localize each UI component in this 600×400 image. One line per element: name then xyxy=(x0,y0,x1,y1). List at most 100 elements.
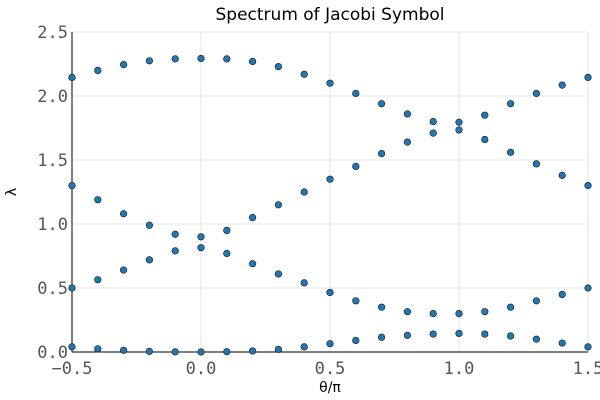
x-axis-label: θ/π xyxy=(319,380,341,396)
data-point xyxy=(145,347,153,355)
data-point xyxy=(223,55,231,63)
data-point xyxy=(378,303,386,311)
data-point xyxy=(171,247,179,255)
data-point xyxy=(326,79,334,87)
axes xyxy=(71,32,588,353)
data-point xyxy=(119,266,128,274)
data-point xyxy=(300,279,308,287)
y-tick-label: 0.5 xyxy=(37,279,68,299)
data-point xyxy=(197,244,205,252)
x-tick-label: 1.0 xyxy=(444,359,475,379)
data-point xyxy=(300,188,308,196)
data-point xyxy=(68,284,76,292)
data-point xyxy=(429,330,437,338)
data-point xyxy=(300,343,308,351)
data-point xyxy=(378,333,386,341)
data-point xyxy=(403,138,412,146)
data-point xyxy=(429,129,437,137)
data-point xyxy=(119,346,128,354)
data-point xyxy=(455,126,463,134)
data-point xyxy=(197,233,205,241)
x-tick-label: 0.0 xyxy=(186,359,217,379)
chart-title: Spectrum of Jacobi Symbol xyxy=(216,5,445,25)
data-point xyxy=(326,340,334,348)
data-point xyxy=(94,345,102,353)
data-point xyxy=(249,214,257,222)
data-point xyxy=(223,348,231,356)
data-point xyxy=(481,111,489,119)
data-point xyxy=(171,55,179,63)
data-point xyxy=(300,70,308,78)
data-point xyxy=(223,249,231,258)
data-point xyxy=(532,160,541,168)
data-point xyxy=(223,226,231,234)
data-point xyxy=(507,148,515,156)
data-point xyxy=(481,135,489,144)
data-point xyxy=(145,57,153,65)
x-tick-label: −0.5 xyxy=(52,359,93,379)
y-tick-label: 1.0 xyxy=(37,215,68,235)
y-tick-label: 2.0 xyxy=(37,87,68,107)
data-point xyxy=(94,66,102,74)
data-point xyxy=(481,308,489,316)
data-point xyxy=(403,308,412,316)
y-tick-label: 2.5 xyxy=(37,23,68,43)
data-point xyxy=(429,117,437,126)
data-point xyxy=(584,182,592,190)
data-point xyxy=(455,310,463,318)
data-point xyxy=(197,348,205,356)
data-points xyxy=(68,54,592,356)
data-point xyxy=(558,81,566,89)
data-point xyxy=(378,100,386,108)
data-point xyxy=(352,336,360,345)
data-point xyxy=(532,335,541,343)
data-point xyxy=(274,201,283,209)
data-point xyxy=(94,196,102,204)
data-point xyxy=(455,118,463,126)
data-point xyxy=(171,230,179,238)
data-point xyxy=(274,62,283,71)
data-point xyxy=(197,54,205,63)
tick-labels: −0.5 0.0 0.5 1.0 1.50.00.51.01.52.02.5 xyxy=(37,23,600,379)
data-point xyxy=(558,290,566,299)
data-point xyxy=(429,310,437,318)
data-point xyxy=(352,162,360,170)
data-point xyxy=(249,57,257,66)
data-point xyxy=(249,347,257,355)
data-point xyxy=(378,150,386,158)
data-point xyxy=(352,89,360,98)
y-axis-label: λ xyxy=(4,188,20,196)
x-tick-label: 0.5 xyxy=(315,359,346,379)
y-tick-label: 0.0 xyxy=(37,343,68,363)
data-point xyxy=(584,284,592,292)
y-tick-label: 1.5 xyxy=(37,151,68,171)
data-point xyxy=(584,343,592,351)
data-point xyxy=(403,331,412,339)
data-point xyxy=(274,345,283,354)
data-point xyxy=(352,297,360,305)
data-point xyxy=(94,276,102,284)
data-point xyxy=(507,303,515,311)
data-point xyxy=(145,256,153,264)
data-point xyxy=(532,89,541,98)
data-point xyxy=(119,210,128,218)
data-point xyxy=(507,332,515,340)
data-point xyxy=(145,221,153,229)
data-point xyxy=(171,348,179,356)
data-point xyxy=(532,297,541,305)
data-point xyxy=(558,339,566,347)
data-point xyxy=(481,330,489,338)
data-point xyxy=(584,73,592,82)
data-point xyxy=(507,100,515,108)
data-point xyxy=(326,175,334,183)
data-point xyxy=(119,61,128,69)
data-point xyxy=(68,343,76,351)
data-point xyxy=(274,270,283,278)
data-point xyxy=(403,110,412,118)
data-point xyxy=(249,260,257,268)
data-point xyxy=(455,329,463,338)
data-point xyxy=(68,73,76,82)
data-point xyxy=(558,171,566,179)
